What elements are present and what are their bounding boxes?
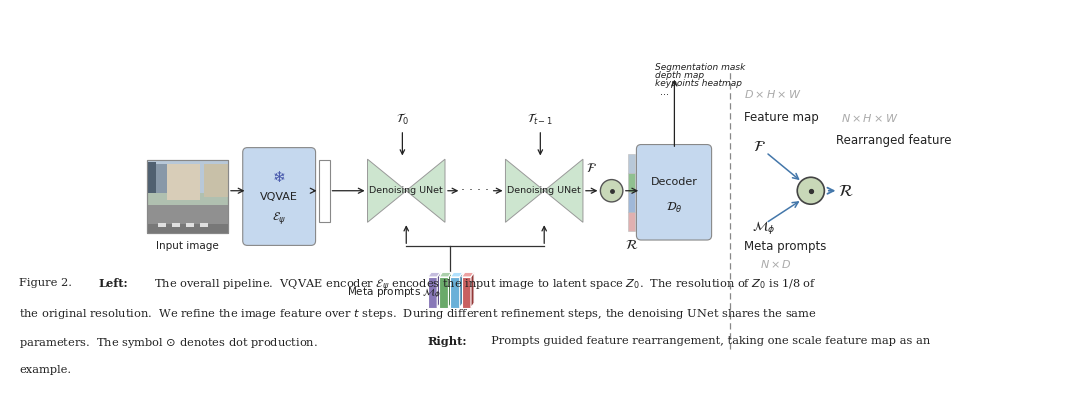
- Text: the original resolution.  We refine the image feature over $t$ steps.  During di: the original resolution. We refine the i…: [19, 307, 818, 321]
- Bar: [627, 192, 635, 211]
- Text: $\mathcal{R}$: $\mathcal{R}$: [624, 238, 638, 253]
- Bar: [147, 224, 228, 233]
- Text: Denoising UNet: Denoising UNet: [508, 186, 581, 195]
- Bar: [147, 160, 228, 233]
- Text: $\mathcal{E}_\psi$: $\mathcal{E}_\psi$: [272, 210, 286, 226]
- Text: $\mathcal{T}_0$: $\mathcal{T}_0$: [396, 112, 408, 127]
- Polygon shape: [440, 277, 448, 308]
- Text: parameters.  The symbol $\odot$ denotes dot production.: parameters. The symbol $\odot$ denotes d…: [19, 336, 323, 350]
- Bar: [627, 211, 635, 231]
- Bar: [147, 205, 228, 233]
- Text: $\mathcal{F}$: $\mathcal{F}$: [754, 139, 767, 154]
- Polygon shape: [461, 277, 471, 308]
- Bar: [627, 154, 635, 173]
- Bar: [320, 160, 329, 221]
- Polygon shape: [406, 159, 445, 222]
- Polygon shape: [450, 272, 463, 277]
- Text: $D \times H \times W$: $D \times H \times W$: [744, 88, 801, 101]
- Circle shape: [797, 177, 824, 204]
- Polygon shape: [437, 272, 441, 308]
- Polygon shape: [367, 159, 406, 222]
- Polygon shape: [440, 272, 451, 277]
- Polygon shape: [450, 277, 460, 308]
- Text: Left:: Left:: [98, 278, 127, 289]
- Text: depth map: depth map: [656, 71, 704, 80]
- Text: $\mathcal{T}_{t-1}$: $\mathcal{T}_{t-1}$: [527, 112, 553, 127]
- Bar: [147, 160, 228, 233]
- Bar: [172, 223, 180, 227]
- Bar: [167, 164, 200, 200]
- Bar: [159, 223, 166, 227]
- Text: Figure 2.: Figure 2.: [19, 278, 80, 288]
- Text: Prompts guided feature rearrangement, taking one scale feature map as an: Prompts guided feature rearrangement, ta…: [484, 336, 930, 346]
- Text: Denoising UNet: Denoising UNet: [369, 186, 443, 195]
- Text: $\mathcal{F}$: $\mathcal{F}$: [586, 162, 597, 175]
- Circle shape: [600, 179, 623, 202]
- Text: Right:: Right:: [428, 336, 468, 347]
- Bar: [200, 223, 207, 227]
- FancyBboxPatch shape: [636, 145, 712, 240]
- Text: $\mathcal{R}$: $\mathcal{R}$: [838, 182, 854, 200]
- Text: Input image: Input image: [156, 241, 218, 251]
- Text: example.: example.: [19, 365, 71, 375]
- Text: Meta prompts $\mathcal{M}_\phi$: Meta prompts $\mathcal{M}_\phi$: [347, 285, 441, 300]
- Text: VQVAE: VQVAE: [260, 192, 298, 202]
- Text: ...: ...: [661, 87, 670, 97]
- Bar: [627, 173, 635, 192]
- Polygon shape: [448, 272, 451, 308]
- Text: $N \times D$: $N \times D$: [759, 258, 792, 270]
- Text: Feature map: Feature map: [744, 111, 819, 124]
- Text: The overall pipeline.  VQVAE encoder $\mathcal{E}_\psi$ encodes the input image : The overall pipeline. VQVAE encoder $\ma…: [147, 278, 816, 294]
- Polygon shape: [461, 272, 474, 277]
- Polygon shape: [428, 272, 441, 277]
- Text: Rearranged feature: Rearranged feature: [836, 134, 951, 147]
- Polygon shape: [460, 272, 463, 308]
- Polygon shape: [428, 277, 437, 308]
- Text: $\mathcal{M}_\phi$: $\mathcal{M}_\phi$: [752, 219, 775, 236]
- FancyBboxPatch shape: [243, 148, 315, 246]
- Bar: [147, 164, 175, 193]
- Text: Meta prompts: Meta prompts: [744, 240, 826, 253]
- Bar: [147, 160, 228, 193]
- Text: $\mathcal{D}_\theta$: $\mathcal{D}_\theta$: [665, 201, 683, 215]
- Text: Decoder: Decoder: [650, 177, 698, 187]
- Bar: [204, 164, 228, 196]
- Bar: [186, 223, 194, 227]
- Text: $N \times H \times W$: $N \times H \times W$: [841, 112, 899, 124]
- Text: keypoints heatmap: keypoints heatmap: [656, 79, 742, 88]
- Polygon shape: [471, 272, 474, 308]
- Bar: [147, 162, 157, 193]
- Text: · · · ·: · · · ·: [461, 184, 489, 197]
- Polygon shape: [505, 159, 544, 222]
- Text: Segmentation mask: Segmentation mask: [656, 63, 745, 72]
- Polygon shape: [544, 159, 583, 222]
- Text: ❄: ❄: [273, 169, 285, 185]
